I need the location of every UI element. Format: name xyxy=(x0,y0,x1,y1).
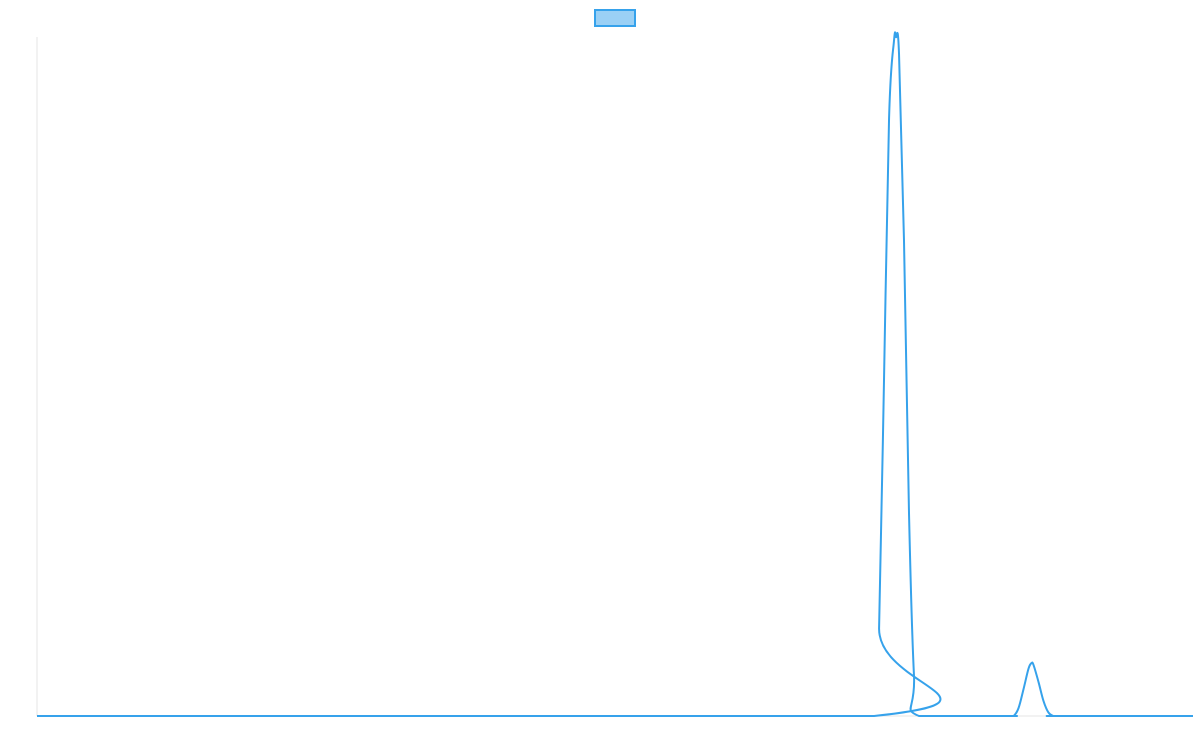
plot-area xyxy=(37,31,1193,718)
chart-axes xyxy=(36,37,1193,717)
legend-swatch[interactable] xyxy=(594,9,636,27)
series-line-0 xyxy=(37,31,1193,718)
chart-legend[interactable] xyxy=(594,9,636,27)
